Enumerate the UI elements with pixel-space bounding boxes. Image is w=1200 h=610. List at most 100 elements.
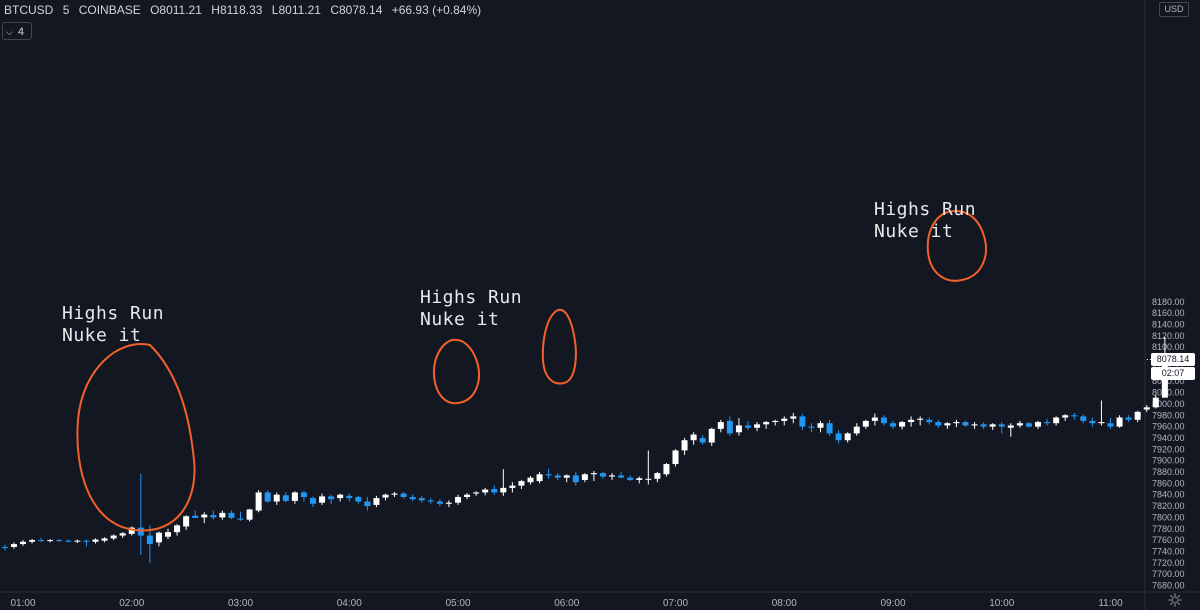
indicator-count: 4 [17,26,24,38]
candle-body [871,417,878,421]
candle-body [473,492,480,494]
candle-body [155,532,162,543]
candle-body [219,512,226,518]
candle-body [300,492,307,497]
candle-body [482,489,489,493]
y-tick-label: 7760.00 [1152,535,1185,545]
currency-label[interactable]: USD [1159,2,1189,17]
x-tick-label: 08:00 [772,598,797,609]
candle-body [935,422,942,426]
annotation-circle [541,308,577,385]
candle-body [337,494,344,499]
candle-body [763,422,770,425]
y-tick-label: 7820.00 [1152,501,1185,511]
candle-body [500,487,507,493]
candle-body [291,492,298,501]
candle-body [681,440,688,451]
candle-body [1071,415,1078,417]
candle-body [600,473,606,477]
exchange-label: COINBASE [78,3,141,17]
candle-body [1053,417,1060,424]
annotation-note-2[interactable]: Highs Run Nuke it [420,287,522,331]
candle-body [445,502,452,504]
y-tick-label: 8140.00 [1152,319,1185,329]
y-tick-label: 7980.00 [1152,410,1185,420]
candle-body [255,492,262,511]
y-tick-label: 7700.00 [1152,569,1185,579]
candle-body [572,475,579,483]
x-tick-label: 09:00 [880,598,905,609]
symbol-label[interactable]: BTCUSD [4,3,54,17]
annotation-line-1: Highs Run [62,303,165,324]
candle-body [545,474,552,476]
candle-body [282,495,289,501]
candle-body [56,540,63,542]
x-tick-label: 06:00 [554,598,579,609]
low-value: 8011.21 [278,3,321,17]
candle-body [101,538,108,541]
candle-body [817,423,824,428]
change-value: +66.93 (+0.84%) [391,3,482,17]
candle-body [708,428,715,443]
y-tick-label: 7800.00 [1152,512,1185,522]
candle-body [808,426,815,428]
close-value: 8078.14 [338,3,383,17]
annotation-note-1[interactable]: Highs Run Nuke it [62,303,164,347]
candle-body [119,533,126,536]
candle-body [128,527,135,534]
candle-body [210,515,217,518]
candle-body [1025,423,1032,427]
candle-body [1044,422,1051,424]
indicators-toggle-button[interactable]: ⌵ 4 [2,22,32,40]
candle-body [663,464,670,475]
candle-body [1152,397,1159,408]
candle-body [65,540,72,542]
annotation-line-1: Highs Run [420,287,523,308]
candle-body [781,418,788,421]
candle-body [627,477,634,480]
candle-body [953,422,960,424]
candle-body [518,481,525,486]
annotation-note-3[interactable]: Highs Run Nuke it [874,199,976,243]
candle-body [880,417,887,424]
candle-body [1089,420,1096,424]
candle-body [92,539,99,542]
candle-body [29,540,36,542]
candle-body [273,494,280,502]
candle-body [409,496,416,500]
candle-body [899,422,906,427]
candle-body [10,544,17,547]
candle-countdown-tag: 02:07 [1151,366,1195,380]
candle-body [844,433,851,441]
candle-body [1143,407,1150,410]
x-tick-label: 04:00 [337,598,362,609]
gear-icon[interactable] [1168,593,1182,607]
interval-label[interactable]: 5 [62,3,70,17]
candle-body [47,540,54,542]
candle-body [527,477,534,483]
candle-body [137,527,144,536]
close-label: C [330,3,339,17]
annotation-line-2: Nuke it [62,325,142,346]
x-tick-label: 05:00 [445,598,470,609]
candle-body [183,516,190,527]
candle-body [590,473,597,475]
y-tick-label: 8180.00 [1152,297,1185,307]
y-tick-label: 8100.00 [1152,342,1185,352]
candle-body [754,424,761,428]
candle-body [799,416,806,427]
candle-body [174,525,181,533]
candle-body [1016,423,1023,426]
candle-body [146,535,153,545]
x-tick-label: 10:00 [989,598,1014,609]
candle-body [264,492,271,502]
candle-body [772,420,779,423]
candle-body [890,423,896,427]
candle-body [1125,417,1132,420]
candle-body [554,475,561,478]
candle-body [908,419,915,423]
candle-body [1080,416,1087,421]
candle-body [319,496,326,503]
candle-body [509,485,516,488]
